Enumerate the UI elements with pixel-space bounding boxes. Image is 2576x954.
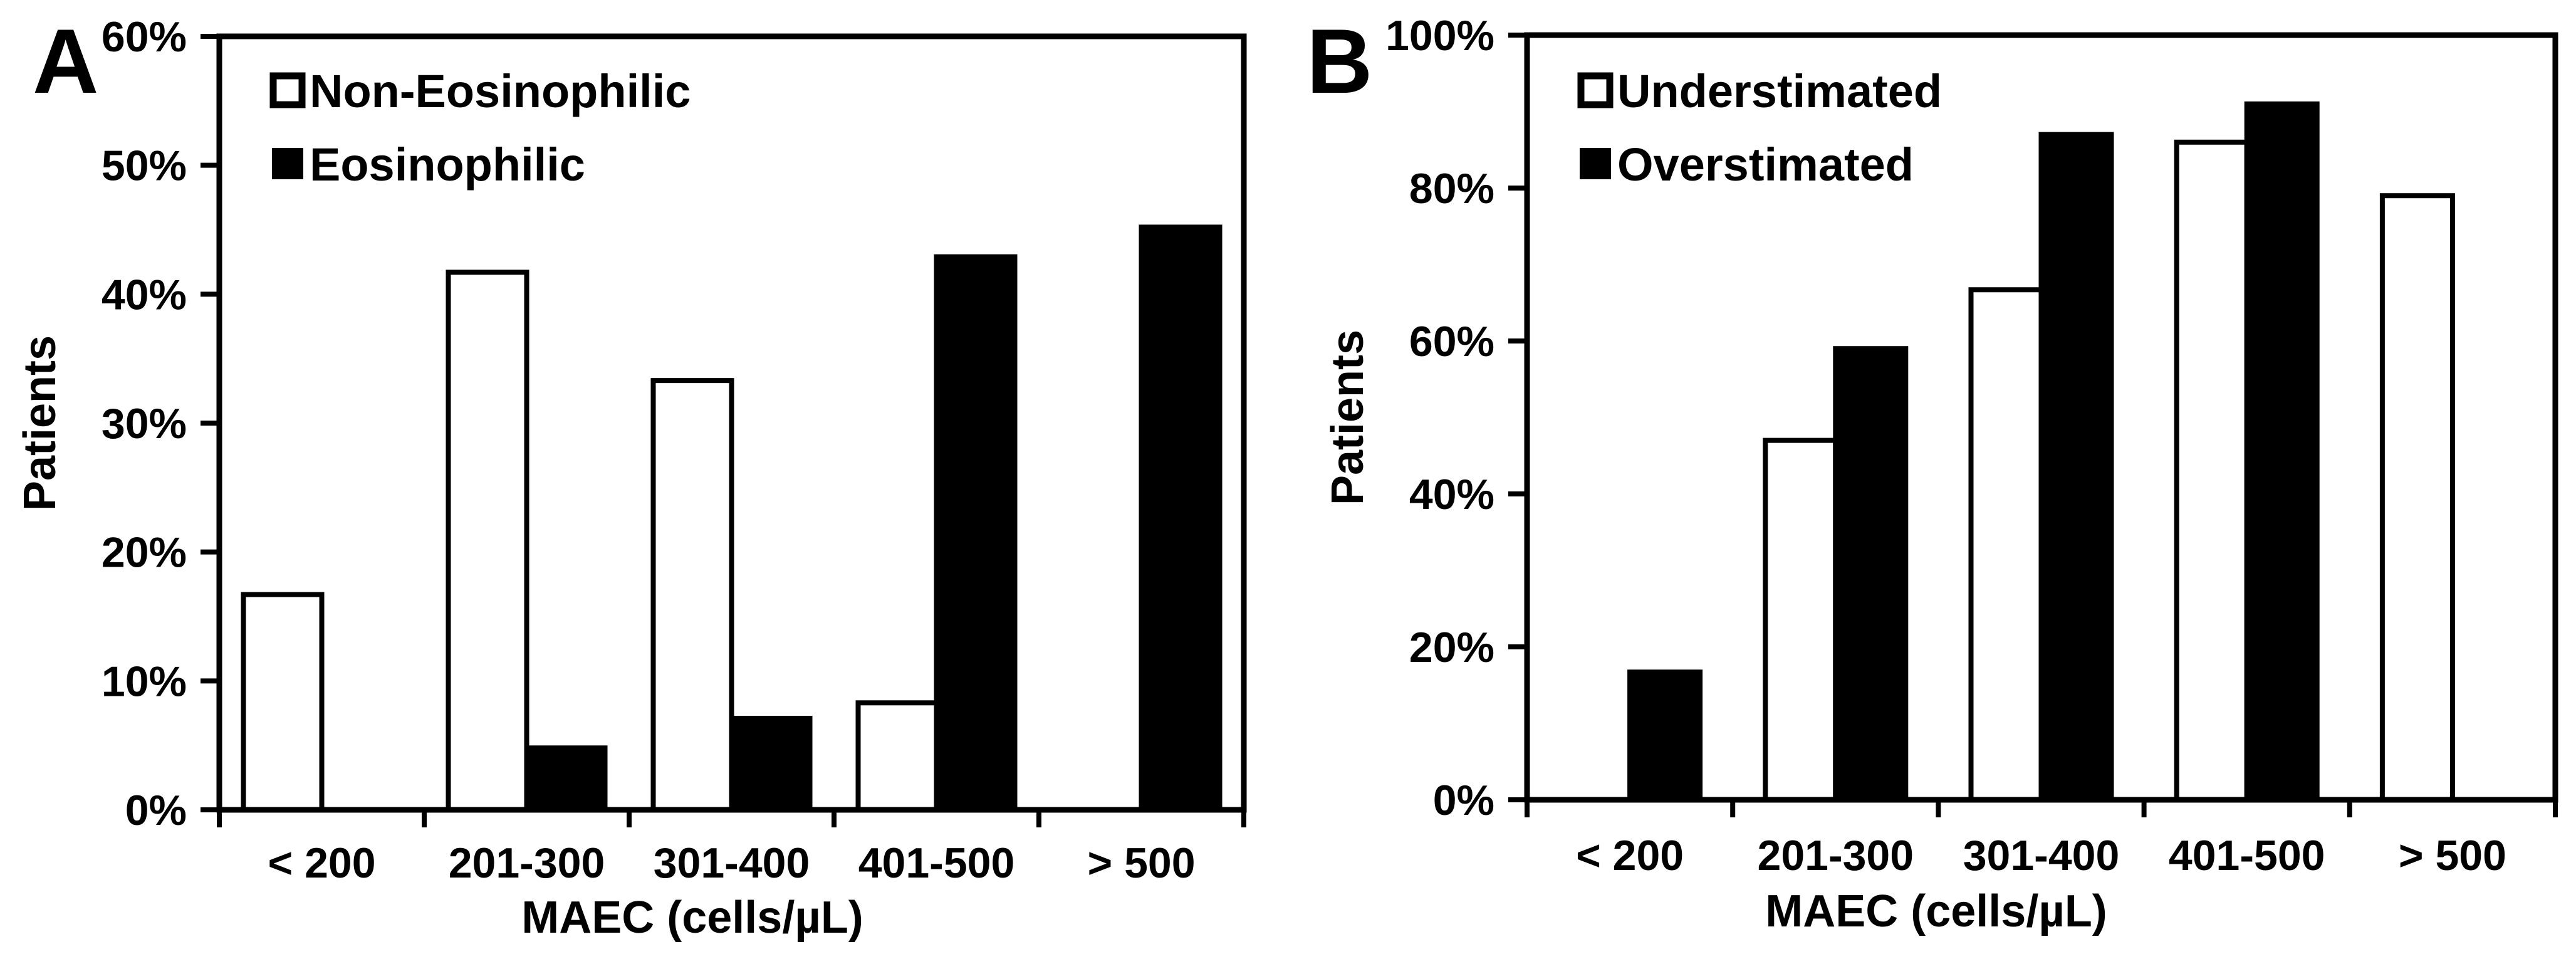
panel-a: 0% 10% 20% 30% 40% 50% 60% < 200 201-300 301-400 4… (15, 10, 1247, 943)
y-tick-label: 40% (102, 271, 187, 318)
y-tick-label: 80% (1409, 165, 1494, 212)
x-category-label: 201-300 (1758, 832, 1914, 879)
x-category-label: 401-500 (858, 839, 1015, 887)
y-tick-label: 60% (1409, 318, 1494, 365)
bar-solid->500 (1139, 224, 1223, 812)
panel-letter: A (33, 10, 98, 112)
legend-label: Overstimated (1617, 139, 1914, 191)
bar-open-<200 (241, 592, 325, 813)
y-axis-title: Patients (15, 335, 65, 511)
legend-label: Eosinophilic (310, 139, 585, 191)
bar-open-201-300 (446, 270, 529, 812)
bar-solid-201-300 (1833, 346, 1909, 802)
bar-open-301-400 (1968, 287, 2044, 802)
y-tick-label: 50% (102, 142, 187, 190)
panel-letter: B (1306, 10, 1372, 112)
legend-label: Non-Eosinophilic (310, 65, 691, 117)
x-category-label: > 500 (2399, 832, 2506, 879)
legend-open-square-marker (269, 72, 306, 108)
y-axis-title: Patients (1323, 330, 1373, 505)
bar-solid-<200 (1627, 669, 1703, 803)
bar-solid-301-400 (729, 715, 813, 813)
y-tick-label: 0% (1433, 777, 1494, 824)
y-tick-label: 60% (102, 13, 187, 61)
x-category-label: 301-400 (654, 839, 810, 887)
x-category-label: < 200 (1576, 832, 1684, 879)
x-category-label: < 200 (268, 839, 375, 887)
panel-b: 0% 20% 40% 60% 80% 100% < 200 201-300 301-400 401… (1306, 10, 2558, 936)
legend-open-square-marker (1577, 72, 1614, 108)
legend-label: Understimated (1617, 65, 1942, 117)
x-axis-title: MAEC (cells/µL) (521, 893, 863, 943)
y-tick-label: 100% (1385, 12, 1494, 60)
bar-solid-401-500 (2244, 101, 2320, 802)
bar-open->500 (2379, 193, 2455, 802)
x-category-label: > 500 (1087, 839, 1195, 887)
y-tick-label: 0% (125, 787, 187, 834)
x-axis-title: MAEC (cells/µL) (1765, 886, 2107, 936)
legend-solid-square-marker (1580, 148, 1611, 179)
bar-solid-401-500 (934, 254, 1018, 812)
bar-open-401-500 (855, 700, 939, 812)
plot-border (1524, 32, 2558, 803)
y-tick-label: 20% (102, 529, 187, 577)
y-tick-label: 30% (102, 400, 187, 448)
bar-solid-301-400 (2038, 132, 2114, 803)
y-tick-label: 20% (1409, 624, 1494, 671)
x-category-label: 201-300 (449, 839, 605, 887)
bar-solid-201-300 (524, 745, 608, 813)
bar-open-201-300 (1763, 438, 1838, 802)
bar-open-301-400 (650, 378, 734, 812)
y-tick-label: 40% (1409, 471, 1494, 518)
x-category-label: 301-400 (1963, 832, 2120, 879)
x-category-label: 401-500 (2169, 832, 2325, 879)
legend-solid-square-marker (272, 148, 303, 179)
y-tick-label: 10% (102, 658, 187, 705)
bar-open-401-500 (2174, 139, 2250, 802)
